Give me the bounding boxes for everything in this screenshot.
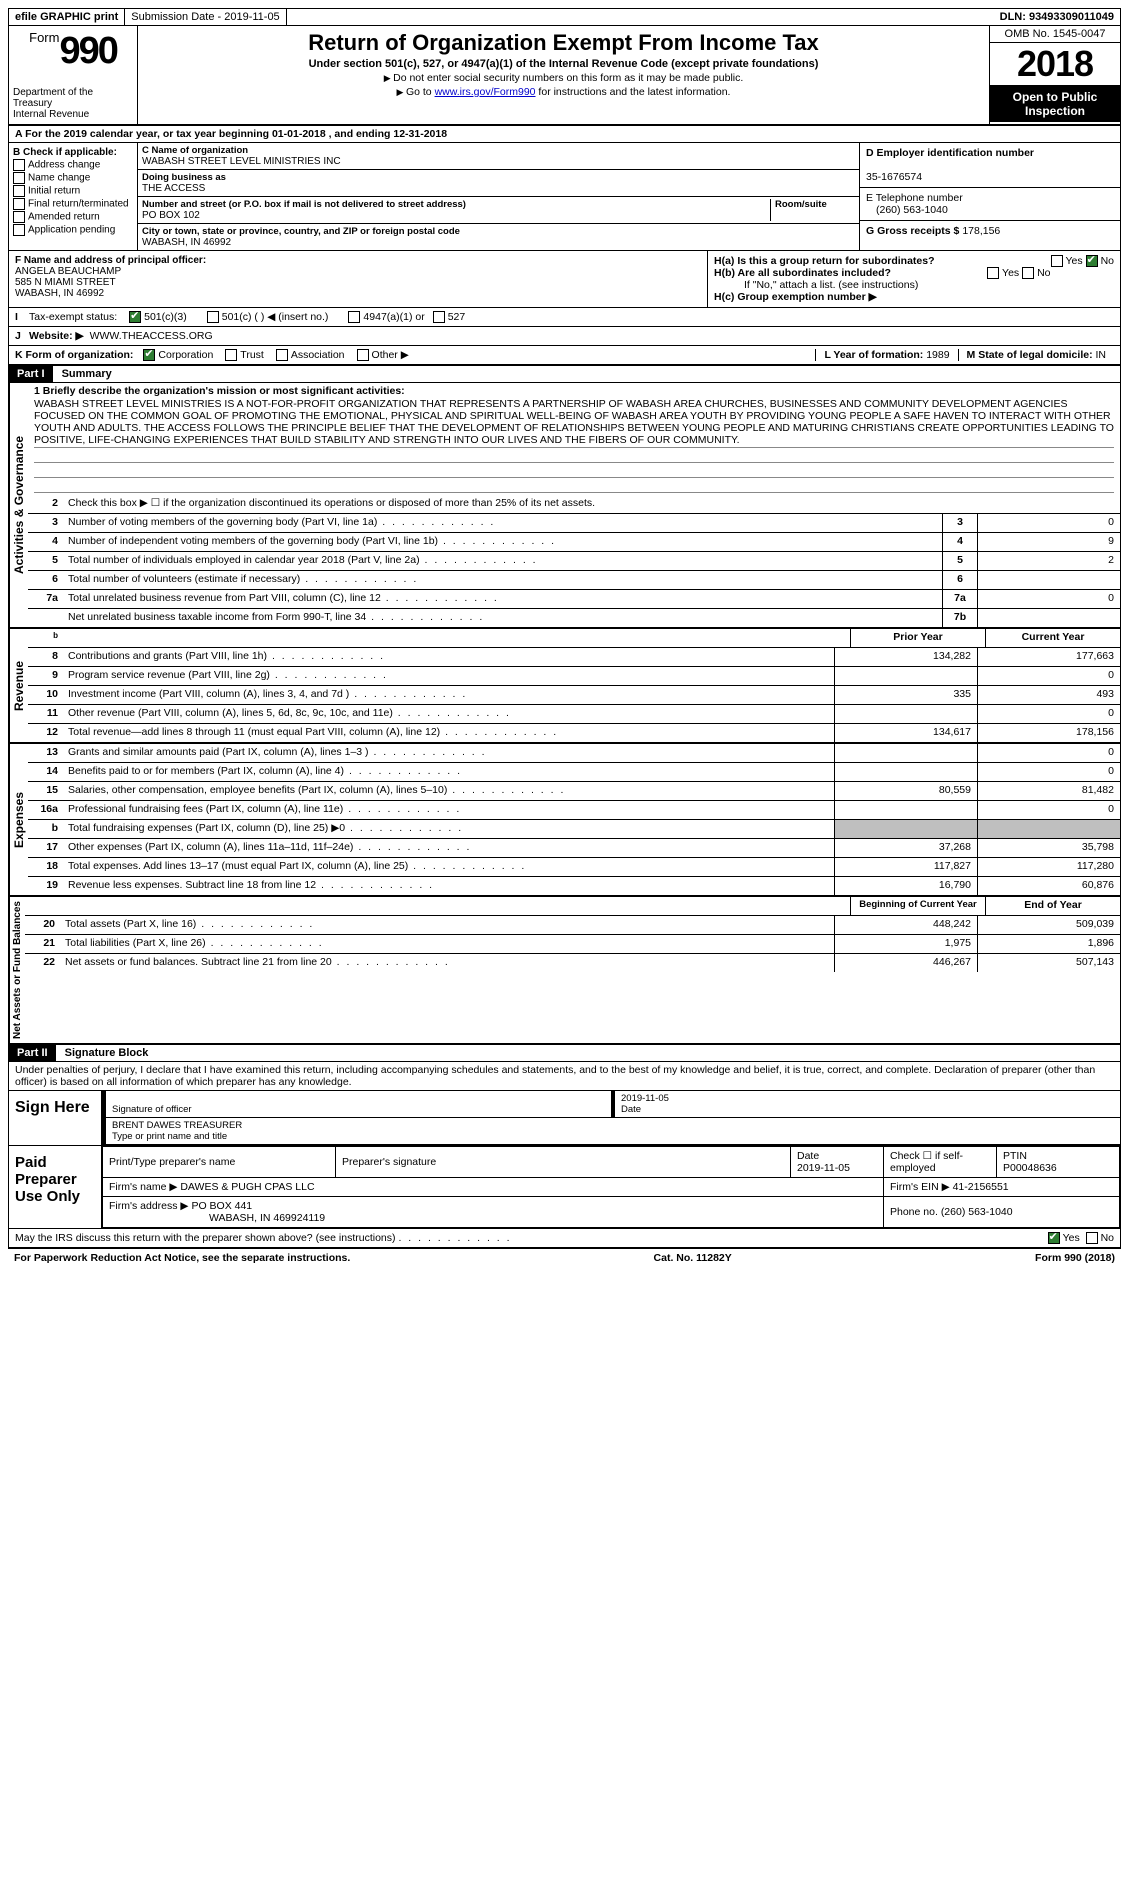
top-bar: efile GRAPHIC print Submission Date - 20…	[9, 9, 1120, 26]
form-subtitle: Under section 501(c), 527, or 4947(a)(1)…	[142, 58, 985, 70]
expenses-section: Expenses 13Grants and similar amounts pa…	[9, 744, 1120, 897]
paid-preparer-label: Paid Preparer Use Only	[9, 1146, 102, 1228]
box-d-e-g: D Employer identification number35-16765…	[860, 143, 1120, 250]
tax-year: 2018	[990, 43, 1120, 86]
summary-line: 7aTotal unrelated business revenue from …	[28, 590, 1120, 609]
financial-line: 15Salaries, other compensation, employee…	[28, 782, 1120, 801]
part-1-header: Part I Summary	[9, 366, 1120, 383]
tax-exempt-status: I Tax-exempt status: 501(c)(3) 501(c) ( …	[9, 308, 1120, 327]
mission-statement: WABASH STREET LEVEL MINISTRIES IS A NOT-…	[34, 397, 1114, 448]
street-address: PO BOX 102	[142, 210, 200, 221]
signature-block: Under penalties of perjury, I declare th…	[9, 1062, 1120, 1247]
form-number: 990	[59, 30, 116, 72]
financial-line: 19Revenue less expenses. Subtract line 1…	[28, 877, 1120, 895]
ptin: P00048636	[1003, 1162, 1057, 1174]
box-b: B Check if applicable: Address change Na…	[9, 143, 138, 250]
financial-line: 13Grants and similar amounts paid (Part …	[28, 744, 1120, 763]
submission-date: Submission Date - 2019-11-05	[125, 9, 286, 25]
ein: 35-1676574	[866, 171, 922, 183]
side-revenue: Revenue	[9, 629, 28, 742]
financial-line: 9Program service revenue (Part VIII, lin…	[28, 667, 1120, 686]
dba-name: THE ACCESS	[142, 183, 205, 194]
city-state-zip: WABASH, IN 46992	[142, 237, 231, 248]
financial-line: 12Total revenue—add lines 8 through 11 (…	[28, 724, 1120, 742]
website-row: J Website: ▶ WWW.THEACCESS.ORG	[9, 327, 1120, 346]
line-a-tax-year: A For the 2019 calendar year, or tax yea…	[9, 126, 1120, 143]
officer-name: ANGELA BEAUCHAMP	[15, 266, 121, 277]
irs-link[interactable]: www.irs.gov/Form990	[435, 86, 536, 98]
form-title: Return of Organization Exempt From Incom…	[142, 30, 985, 56]
perjury-statement: Under penalties of perjury, I declare th…	[9, 1062, 1120, 1091]
public-inspection: Open to Public Inspection	[990, 86, 1120, 122]
officer-group-row: F Name and address of principal officer:…	[9, 251, 1120, 308]
side-netassets: Net Assets or Fund Balances	[9, 897, 25, 1043]
omb-number: OMB No. 1545-0047	[990, 26, 1120, 43]
summary-line: 3Number of voting members of the governi…	[28, 514, 1120, 533]
officer-signature-name: BRENT DAWES TREASURER	[112, 1120, 242, 1131]
state-domicile: IN	[1096, 349, 1107, 361]
financial-line: 20Total assets (Part X, line 16)448,2425…	[25, 916, 1120, 935]
sign-here-label: Sign Here	[9, 1091, 102, 1145]
summary-line: 4Number of independent voting members of…	[28, 533, 1120, 552]
financial-line: 10Investment income (Part VIII, column (…	[28, 686, 1120, 705]
financial-line: 16aProfessional fundraising fees (Part I…	[28, 801, 1120, 820]
financial-line: 14Benefits paid to or for members (Part …	[28, 763, 1120, 782]
revenue-section: Revenue b Prior Year Current Year 8Contr…	[9, 629, 1120, 744]
box-c: C Name of organizationWABASH STREET LEVE…	[138, 143, 860, 250]
financial-line: 21Total liabilities (Part X, line 26)1,9…	[25, 935, 1120, 954]
financial-line: 11Other revenue (Part VIII, column (A), …	[28, 705, 1120, 724]
net-assets-section: Net Assets or Fund Balances Beginning of…	[9, 897, 1120, 1045]
org-form-row: K Form of organization: Corporation Trus…	[9, 346, 1120, 366]
website-url: WWW.THEACCESS.ORG	[90, 330, 213, 342]
summary-line: 6Total number of volunteers (estimate if…	[28, 571, 1120, 590]
financial-line: 17Other expenses (Part IX, column (A), l…	[28, 839, 1120, 858]
form-990-page: efile GRAPHIC print Submission Date - 20…	[8, 8, 1121, 1248]
discuss-row: May the IRS discuss this return with the…	[9, 1228, 1120, 1247]
page-footer: For Paperwork Reduction Act Notice, see …	[8, 1248, 1121, 1267]
gross-receipts: 178,156	[962, 225, 1000, 237]
dept-treasury: Department of the Treasury Internal Reve…	[13, 87, 133, 120]
dln: DLN: 93493309011049	[994, 9, 1120, 25]
financial-line: bTotal fundraising expenses (Part IX, co…	[28, 820, 1120, 839]
year-formed: 1989	[926, 349, 949, 361]
side-expenses: Expenses	[9, 744, 28, 895]
financial-line: 8Contributions and grants (Part VIII, li…	[28, 648, 1120, 667]
telephone: (260) 563-1040	[866, 204, 948, 216]
firm-name: DAWES & PUGH CPAS LLC	[180, 1181, 314, 1193]
form-header: Form990 Department of the Treasury Inter…	[9, 26, 1120, 126]
part-2-header: Part II Signature Block	[9, 1045, 1120, 1062]
firm-phone: (260) 563-1040	[941, 1206, 1013, 1218]
instr-link: Go to www.irs.gov/Form990 for instructio…	[142, 86, 985, 98]
summary-line: 5Total number of individuals employed in…	[28, 552, 1120, 571]
summary-line: Net unrelated business taxable income fr…	[28, 609, 1120, 627]
financial-line: 22Net assets or fund balances. Subtract …	[25, 954, 1120, 972]
financial-line: 18Total expenses. Add lines 13–17 (must …	[28, 858, 1120, 877]
instr-ssn: Do not enter social security numbers on …	[142, 72, 985, 84]
org-name: WABASH STREET LEVEL MINISTRIES INC	[142, 156, 341, 167]
side-activities: Activities & Governance	[9, 383, 28, 627]
firm-ein: 41-2156551	[953, 1181, 1009, 1193]
efile-label: efile GRAPHIC print	[9, 9, 125, 25]
entity-block: B Check if applicable: Address change Na…	[9, 143, 1120, 251]
activities-governance: Activities & Governance 1 Briefly descri…	[9, 383, 1120, 629]
preparer-table: Print/Type preparer's name Preparer's si…	[102, 1146, 1120, 1228]
form-word: Form	[29, 30, 59, 45]
